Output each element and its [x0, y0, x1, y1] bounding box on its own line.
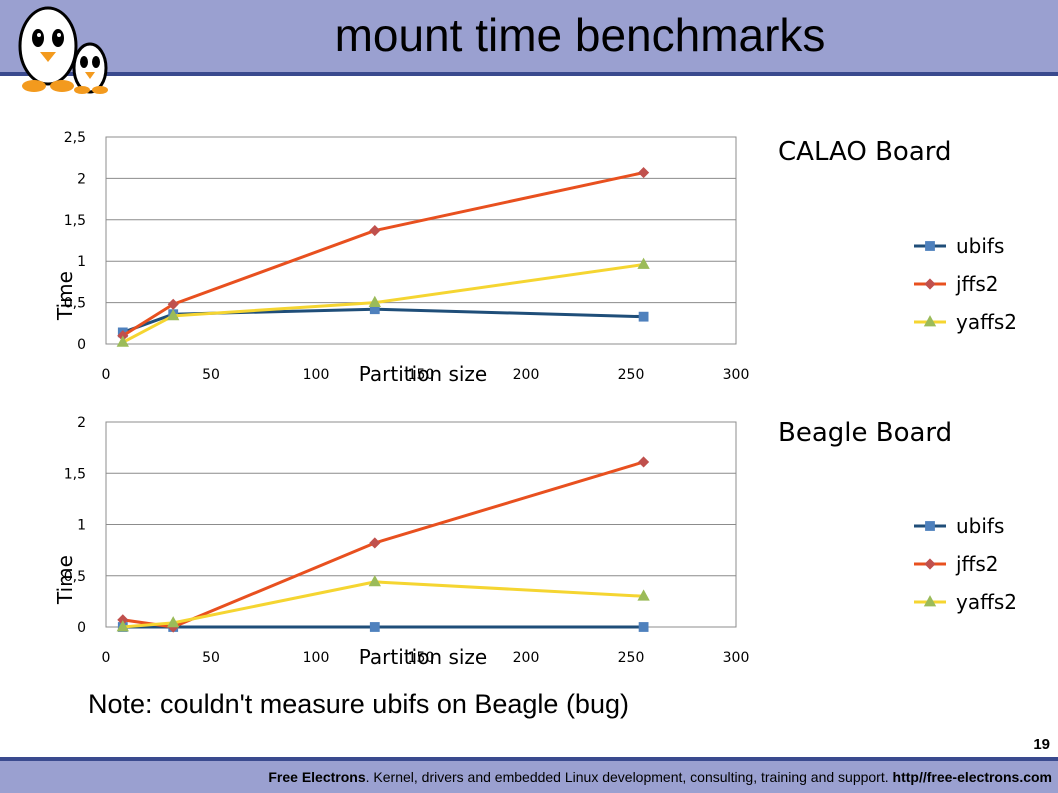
legend-item-ubifs: ubifs: [912, 507, 1017, 545]
legend-swatch-icon: [914, 278, 946, 290]
y-tick-label: 2,5: [64, 130, 86, 146]
data-point-yaffs2: [368, 575, 381, 587]
x-tick-label: 50: [202, 650, 220, 666]
x-tick-label: 150: [408, 367, 435, 383]
data-point-ubifs: [638, 311, 649, 322]
legend-swatch-marker: [924, 278, 936, 290]
legend-swatch-icon: [914, 315, 946, 327]
legend-item-jffs2: jffs2: [912, 545, 1017, 583]
series-line-jffs2: [122, 460, 645, 629]
data-point-jffs2: [638, 456, 650, 468]
note-text: Note: couldn't measure ubifs on Beagle (…: [88, 689, 629, 719]
y-tick-label: 1: [77, 254, 86, 270]
y-tick-label: 0: [77, 337, 86, 353]
x-tick-label: 300: [723, 367, 750, 383]
beagle-board-chart: 0 0,5 1 1,5 2 0 50 100 150 200 250 300 Partition siz…: [53, 415, 750, 669]
footer-url[interactable]: http//free-electrons.com: [892, 769, 1052, 785]
calao-board-chart: 0 0,5 1 1,5 2 2,5 0 50 100 150 200 250 300 Partition …: [53, 130, 750, 386]
legend-swatch-marker: [923, 315, 937, 327]
legend-label: jffs2: [956, 552, 999, 576]
legend-item-ubifs: ubifs: [912, 227, 1017, 265]
legend-label: jffs2: [956, 272, 999, 296]
legend-swatch-icon: [914, 558, 946, 570]
y-axis-title: Time: [53, 271, 77, 321]
legend-swatch-icon: [914, 595, 946, 607]
y-tick-label: 0: [77, 620, 86, 636]
legend-item-yaffs2: yaffs2: [912, 583, 1017, 621]
series-line-yaffs2: [122, 263, 644, 344]
header-bar: [0, 0, 1058, 72]
legend-swatch-icon: [914, 521, 946, 531]
beagle-board-legend: ubifs jffs2 yaffs2: [912, 507, 1017, 621]
data-point-yaffs2: [637, 257, 650, 269]
legend-label: ubifs: [956, 234, 1005, 258]
data-point-yaffs2: [116, 335, 129, 347]
y-tick-label: 0,5: [64, 569, 86, 585]
legend-swatch-marker: [924, 558, 936, 570]
x-tick-label: 100: [303, 650, 330, 666]
footer-description: . Kernel, drivers and embedded Linux dev…: [365, 769, 893, 785]
legend-swatch-marker: [925, 521, 935, 531]
legend-label: yaffs2: [956, 590, 1018, 614]
x-axis-title: Partition size: [359, 645, 488, 669]
legend-swatch-icon: [914, 241, 946, 251]
x-tick-label: 0: [102, 650, 111, 666]
calao-board-title: CALAO Board: [778, 137, 952, 167]
slide-title: mount time benchmarks: [334, 9, 826, 61]
footer-brand: Free Electrons: [268, 769, 366, 785]
y-axis-title: Time: [53, 555, 77, 605]
plot-area-border: [105, 136, 737, 345]
footer-text: Free Electrons. Kernel, drivers and embe…: [0, 769, 1052, 785]
data-point-jffs2: [369, 224, 381, 237]
penguin-logo: [18, 6, 108, 94]
x-tick-label: 300: [723, 650, 750, 666]
x-tick-label: 200: [513, 650, 540, 666]
data-point-yaffs2: [167, 616, 180, 628]
x-tick-label: 250: [618, 367, 645, 383]
x-tick-label: 250: [618, 650, 645, 666]
y-tick-label: 1,5: [64, 466, 86, 482]
y-tick-label: 1: [77, 518, 86, 534]
legend-item-yaffs2: yaffs2: [912, 303, 1017, 341]
y-tick-label: 2: [77, 171, 86, 187]
legend-item-jffs2: jffs2: [912, 265, 1017, 303]
legend-label: yaffs2: [956, 310, 1018, 334]
data-point-yaffs2: [637, 589, 650, 601]
data-point-ubifs: [638, 622, 649, 632]
x-axis-title: Partition size: [359, 362, 488, 386]
data-point-jffs2: [638, 167, 650, 179]
y-tick-label: 2: [77, 415, 86, 431]
x-tick-label: 0: [102, 367, 111, 383]
data-point-ubifs: [369, 622, 380, 632]
footer-bar: Free Electrons. Kernel, drivers and embe…: [0, 761, 1058, 793]
data-point-yaffs2: [116, 620, 129, 632]
series-line-yaffs2: [122, 580, 644, 629]
y-tick-label: 1,5: [64, 213, 86, 229]
footer-rule: [0, 757, 1058, 761]
series-line-jffs2: [122, 171, 644, 337]
x-tick-label: 150: [408, 650, 435, 666]
data-point-yaffs2: [368, 295, 381, 308]
y-tick-label: 0,5: [64, 296, 86, 312]
slide-number: 19: [1033, 736, 1050, 753]
legend-swatch-marker: [923, 595, 937, 607]
data-point-yaffs2: [167, 309, 180, 321]
header-rule: [0, 72, 1058, 76]
calao-board-legend: ubifs jffs2 yaffs2: [912, 227, 1017, 341]
legend-swatch-marker: [925, 241, 935, 251]
x-tick-label: 100: [303, 367, 330, 383]
data-point-jffs2: [369, 537, 381, 549]
beagle-board-title: Beagle Board: [778, 418, 953, 448]
x-tick-label: 50: [202, 367, 220, 383]
series-line-ubifs: [122, 307, 644, 334]
x-tick-label: 200: [513, 367, 540, 383]
legend-label: ubifs: [956, 514, 1005, 538]
